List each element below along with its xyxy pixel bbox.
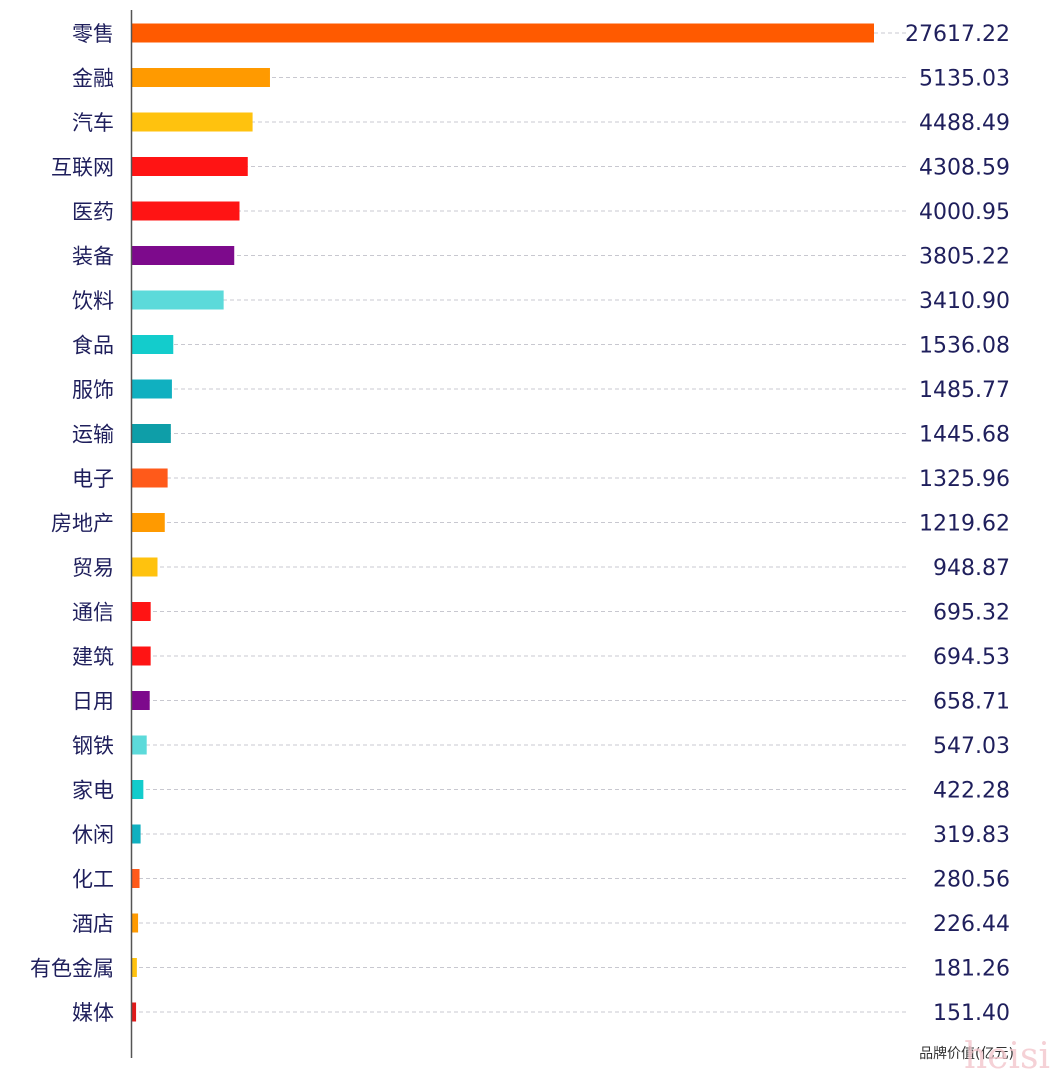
- bar: [132, 602, 151, 621]
- value-labels: 27617.22 5135.03 4488.49 4308.59 4000.95 3805…: [905, 22, 1010, 1026]
- value-label: 1325.96: [919, 467, 1010, 492]
- category-label: 互联网: [51, 156, 114, 180]
- category-label: 休闲: [72, 823, 114, 847]
- category-label: 汽车: [72, 111, 114, 135]
- bar: [132, 646, 151, 666]
- category-labels: 零售金融汽车互联网医药装备饮料食品服饰运输电子房地产贸易通信建筑日用钢铁家电休闲…: [30, 22, 114, 1025]
- bar: [132, 1002, 137, 1022]
- category-label: 钢铁: [72, 734, 114, 758]
- value-label: 4000.95: [919, 200, 1010, 225]
- value-label: 181.26: [933, 957, 1010, 982]
- category-label: 家电: [72, 779, 114, 803]
- value-label: 5135.03: [919, 67, 1010, 92]
- category-label: 日用: [72, 690, 114, 714]
- value-label: 280.56: [933, 868, 1010, 893]
- value-label: 1445.68: [919, 423, 1010, 448]
- value-label: 695.32: [933, 601, 1010, 626]
- bar: [132, 201, 240, 221]
- bar: [132, 513, 165, 532]
- category-label: 金融: [72, 67, 114, 91]
- value-label: 422.28: [933, 779, 1010, 804]
- bar: [132, 246, 235, 265]
- value-label: 3805.22: [919, 245, 1010, 270]
- value-label: 319.83: [933, 823, 1010, 848]
- bar: [132, 468, 168, 488]
- value-label: 4308.59: [919, 156, 1010, 181]
- value-label: 4488.49: [919, 111, 1010, 136]
- category-label: 通信: [72, 601, 114, 625]
- value-label: 694.53: [933, 645, 1010, 670]
- category-label: 医药: [72, 200, 114, 224]
- value-label: 658.71: [933, 690, 1010, 715]
- bar: [132, 68, 270, 87]
- category-label: 电子: [72, 467, 114, 491]
- category-label: 贸易: [72, 556, 114, 580]
- grid-lines: [132, 32, 906, 1013]
- bar: [132, 869, 140, 888]
- bar: [132, 691, 150, 710]
- category-label: 酒店: [72, 912, 114, 936]
- bar: [132, 23, 874, 43]
- value-label: 151.40: [933, 1001, 1010, 1026]
- category-label: 房地产: [51, 512, 114, 536]
- category-label: 建筑: [72, 645, 114, 669]
- bar: [132, 958, 137, 977]
- category-label: 装备: [72, 245, 114, 269]
- bar: [132, 824, 141, 844]
- category-label: 运输: [72, 423, 114, 447]
- value-label: 1536.08: [919, 334, 1010, 359]
- bar: [132, 112, 253, 132]
- value-label: 27617.22: [905, 22, 1010, 47]
- bar: [132, 335, 174, 354]
- bar: [132, 557, 158, 577]
- bars: [132, 23, 874, 1022]
- bar: [132, 735, 147, 755]
- value-label: 948.87: [933, 556, 1010, 581]
- bar: [132, 157, 248, 176]
- category-label: 化工: [72, 868, 114, 892]
- category-label: 服饰: [72, 378, 114, 402]
- x-axis-unit-label: 品牌价值(亿元): [919, 1045, 1014, 1062]
- category-label: 饮料: [72, 289, 114, 313]
- bar: [132, 913, 139, 933]
- category-label: 媒体: [72, 1001, 114, 1025]
- watermark-text: heisi: [964, 1036, 1050, 1077]
- value-label: 1485.77: [919, 378, 1010, 403]
- value-label: 226.44: [933, 912, 1010, 937]
- value-label: 547.03: [933, 734, 1010, 759]
- category-label: 零售: [72, 22, 114, 46]
- bar: [132, 379, 172, 399]
- bar: [132, 290, 224, 310]
- bar: [132, 780, 144, 799]
- category-label: 食品: [72, 334, 114, 358]
- value-label: 3410.90: [919, 289, 1010, 314]
- value-label: 1219.62: [919, 512, 1010, 537]
- bar: [132, 424, 171, 443]
- category-label: 有色金属: [30, 957, 114, 981]
